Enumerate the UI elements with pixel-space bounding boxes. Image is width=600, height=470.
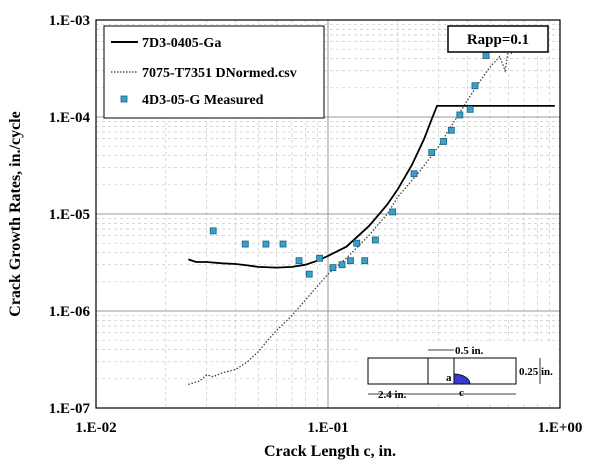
- annotation-box: Rapp=0.1: [447, 25, 549, 53]
- data-point-measured: [305, 270, 313, 278]
- dim-width-label: 0.5 in.: [455, 345, 484, 357]
- data-point-measured: [440, 138, 448, 145]
- x-tick-label: 1.E+00: [538, 420, 583, 436]
- data-point-measured: [428, 149, 436, 156]
- y-tick-label: 1.E-04: [49, 110, 91, 126]
- y-tick-label: 1.E-03: [49, 13, 90, 29]
- legend: 7D3-0405-Ga 7075-T7351 DNormed.csv 4D3-0…: [103, 25, 325, 119]
- data-point-measured: [482, 52, 490, 59]
- series-line-7d3-0405-ga: [188, 105, 555, 269]
- dim-length-label: 2.4 in.: [378, 389, 407, 401]
- data-point-measured: [209, 227, 217, 235]
- y-tick-label: 1.E-07: [49, 401, 91, 417]
- data-point-measured: [241, 240, 249, 248]
- plot-frame: [95, 19, 561, 409]
- x-axis-title: Crack Length c, in.: [264, 443, 396, 460]
- data-point-measured: [447, 126, 455, 134]
- data-point-measured: [338, 261, 346, 269]
- series-layer: [188, 47, 555, 385]
- dim-c-label: c: [459, 387, 464, 399]
- x-tick-label: 1.E-01: [307, 420, 348, 436]
- data-point-measured: [262, 240, 270, 248]
- legend-swatch-marker: [120, 95, 128, 103]
- legend-label-series-1: 7D3-0405-Ga: [142, 36, 221, 51]
- annotation-frame: [447, 25, 549, 53]
- x-axis-ticks: 1.E-02 1.E-01 1.E+00: [75, 420, 582, 436]
- specimen-outline: [367, 357, 517, 385]
- data-point-measured: [295, 257, 303, 265]
- legend-box: [103, 25, 325, 119]
- data-point-measured: [361, 257, 369, 265]
- x-tick-label: 1.E-02: [75, 420, 116, 436]
- data-point-measured: [347, 257, 354, 265]
- legend-label-series-2: 7075-T7351 DNormed.csv: [142, 66, 297, 81]
- data-point-measured: [279, 240, 287, 248]
- data-point-measured: [329, 264, 337, 272]
- annotation-text: Rapp=0.1: [467, 32, 529, 48]
- data-point-measured: [316, 254, 323, 262]
- data-point-measured: [456, 111, 464, 119]
- data-point-measured: [466, 105, 474, 113]
- specimen-inset: 0.5 in. 0.25 in. 2.4 in. a c: [360, 342, 556, 404]
- data-point-measured: [371, 236, 379, 244]
- dim-a-label: a: [446, 372, 452, 384]
- data-point-measured: [389, 208, 397, 216]
- series-line-7075-t7351: [188, 47, 513, 385]
- y-tick-label: 1.E-05: [49, 207, 90, 223]
- data-point-measured: [410, 170, 418, 178]
- crack-shape: [453, 373, 471, 385]
- y-axis-title: Crack Growth Rates, in./cycle: [7, 111, 24, 316]
- data-point-measured: [353, 239, 361, 247]
- legend-label-series-3: 4D3-05-G Measured: [142, 93, 264, 108]
- y-axis-ticks: 1.E-07 1.E-06 1.E-05 1.E-04 1.E-03: [49, 13, 91, 417]
- data-point-measured: [471, 82, 479, 90]
- dim-thickness-label: 0.25 in.: [519, 366, 553, 378]
- y-tick-label: 1.E-06: [49, 304, 91, 320]
